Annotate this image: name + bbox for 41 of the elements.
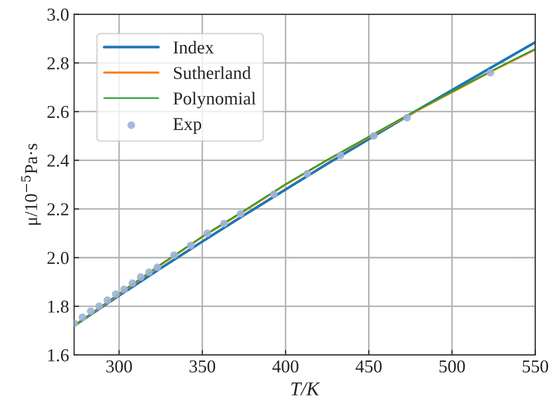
point (154, 264, 162, 272)
point (104, 296, 112, 304)
point (236, 210, 244, 218)
point (336, 152, 344, 160)
y-tick-label: 3.0 (48, 8, 69, 21)
y-tick-label: 1.8 (48, 300, 69, 313)
legend-label: Polynomial (173, 92, 256, 108)
x-axis-title: T/K (291, 382, 320, 396)
point (136, 273, 145, 281)
legend-label: Sutherland (174, 66, 251, 80)
point (78, 313, 86, 322)
point (204, 229, 212, 238)
point (370, 132, 378, 140)
x-tick-label: 350 (190, 360, 216, 373)
point (486, 68, 494, 76)
y-tick-label: 2.0 (47, 252, 69, 264)
legend-label: Exp (173, 118, 202, 134)
legend-label: Index (173, 40, 214, 54)
y-tick-label: 1.6 (48, 349, 69, 362)
point (186, 242, 194, 250)
point (270, 190, 278, 198)
y-tick-label: 2.2 (47, 203, 68, 216)
x-tick-label: 500 (440, 360, 465, 373)
x-tick-label: 400 (272, 360, 298, 373)
y-tick-label: 2.8 (47, 57, 69, 70)
y-tick-label: 2.4 (47, 154, 69, 167)
point (170, 251, 178, 259)
y-axis-title: μ/10$^{−5}$Pa·s (21, 144, 41, 225)
point (145, 268, 153, 276)
point (112, 290, 120, 298)
x-tick-label: 300 (106, 360, 132, 373)
point (220, 220, 228, 228)
x-tick-label: 450 (356, 360, 382, 373)
point (120, 285, 128, 294)
y-tick-label: 2.6 (47, 106, 69, 118)
point (303, 170, 311, 178)
point (128, 279, 136, 287)
point (95, 302, 103, 310)
point (86, 307, 95, 315)
point (403, 114, 411, 122)
x-tick-label: 550 (522, 360, 548, 373)
